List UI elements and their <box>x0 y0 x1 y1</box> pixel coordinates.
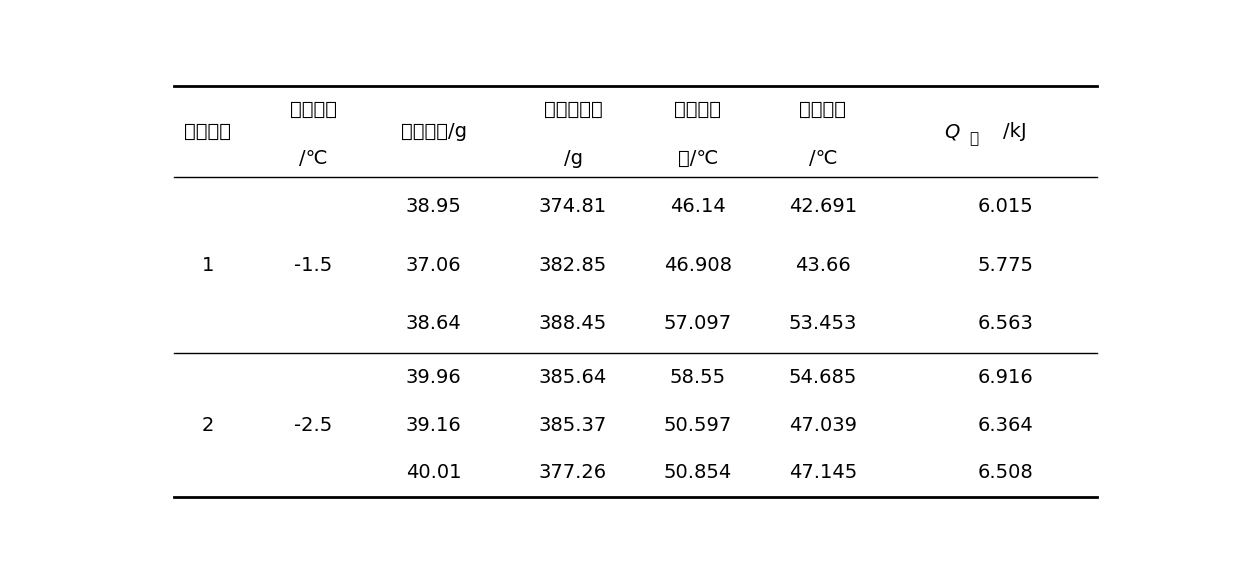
Text: 5.775: 5.775 <box>977 256 1033 274</box>
Text: 土样初温: 土样初温 <box>290 100 337 119</box>
Text: 6.563: 6.563 <box>977 315 1033 333</box>
Text: 46.908: 46.908 <box>663 256 732 274</box>
Text: 试样编号: 试样编号 <box>185 122 232 141</box>
Text: 47.039: 47.039 <box>789 415 857 434</box>
Text: 1: 1 <box>202 256 215 274</box>
Text: /℃: /℃ <box>299 148 327 168</box>
Text: 374.81: 374.81 <box>539 197 608 216</box>
Text: 土样质量/g: 土样质量/g <box>401 122 466 141</box>
Text: 53.453: 53.453 <box>789 315 857 333</box>
Text: 385.37: 385.37 <box>539 415 608 434</box>
Text: 6.508: 6.508 <box>977 464 1033 482</box>
Text: 57.097: 57.097 <box>663 315 732 333</box>
Text: 42.691: 42.691 <box>789 197 857 216</box>
Text: 39.16: 39.16 <box>405 415 461 434</box>
Text: 6.015: 6.015 <box>977 197 1033 216</box>
Text: 量热水初: 量热水初 <box>675 100 722 119</box>
Text: 38.64: 38.64 <box>405 315 461 333</box>
Text: 377.26: 377.26 <box>539 464 608 482</box>
Text: 43.66: 43.66 <box>795 256 851 274</box>
Text: 2: 2 <box>202 415 215 434</box>
Text: 37.06: 37.06 <box>405 256 461 274</box>
Text: 吸: 吸 <box>970 131 978 146</box>
Text: 58.55: 58.55 <box>670 368 727 387</box>
Text: /g: /g <box>563 148 583 168</box>
Text: 54.685: 54.685 <box>789 368 857 387</box>
Text: 382.85: 382.85 <box>539 256 608 274</box>
Text: -2.5: -2.5 <box>294 415 332 434</box>
Text: 39.96: 39.96 <box>405 368 461 387</box>
Text: /℃: /℃ <box>808 148 837 168</box>
Text: 平衡温度: 平衡温度 <box>800 100 847 119</box>
Text: /kJ: /kJ <box>1003 122 1027 141</box>
Text: 50.854: 50.854 <box>663 464 732 482</box>
Text: 47.145: 47.145 <box>789 464 857 482</box>
Text: 量热水质量: 量热水质量 <box>543 100 603 119</box>
Text: 6.364: 6.364 <box>977 415 1033 434</box>
Text: 46.14: 46.14 <box>670 197 725 216</box>
Text: 40.01: 40.01 <box>405 464 461 482</box>
Text: 温/℃: 温/℃ <box>678 148 718 168</box>
Text: 388.45: 388.45 <box>539 315 608 333</box>
Text: -1.5: -1.5 <box>294 256 332 274</box>
Text: 38.95: 38.95 <box>405 197 461 216</box>
Text: 385.64: 385.64 <box>539 368 608 387</box>
Text: 6.916: 6.916 <box>977 368 1033 387</box>
Text: 50.597: 50.597 <box>663 415 732 434</box>
Text: $\mathit{Q}$: $\mathit{Q}$ <box>945 121 961 142</box>
